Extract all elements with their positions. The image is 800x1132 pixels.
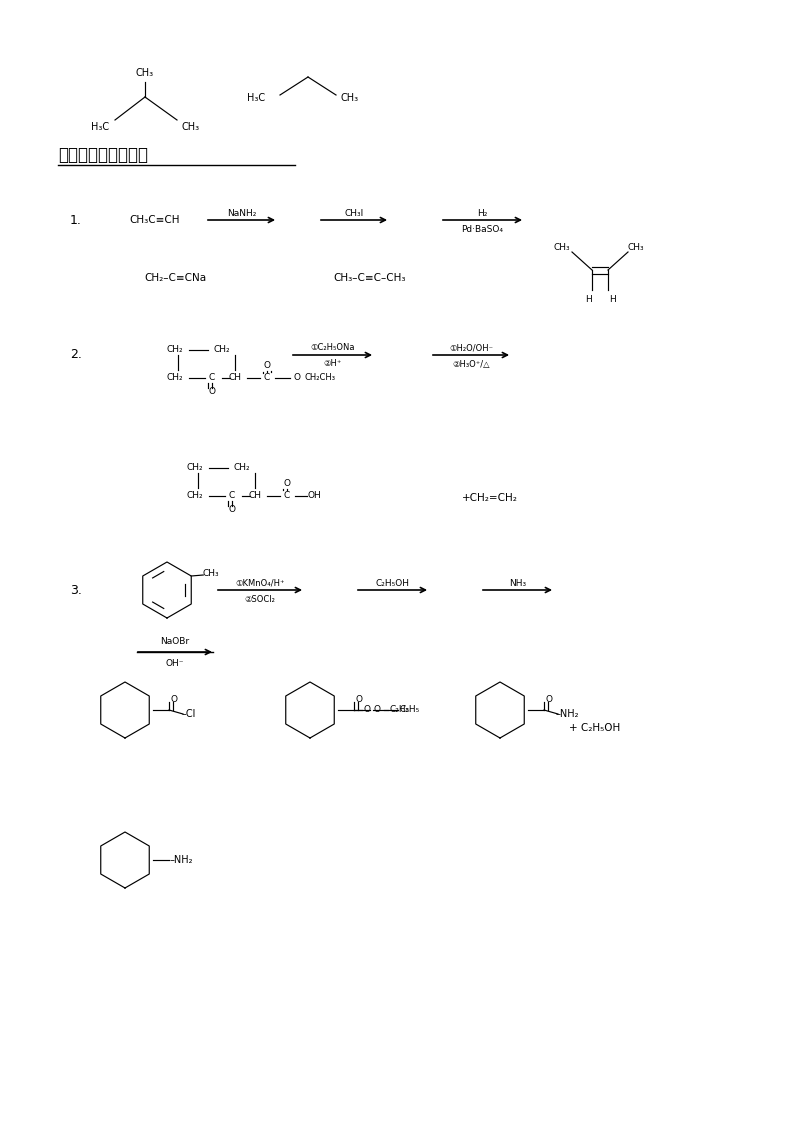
Text: OH⁻: OH⁻ xyxy=(166,659,184,668)
Text: +CH₂=CH₂: +CH₂=CH₂ xyxy=(462,494,518,503)
Text: H₃C: H₃C xyxy=(247,93,265,103)
Text: 1.: 1. xyxy=(70,214,82,226)
Text: CH₃: CH₃ xyxy=(136,68,154,78)
Text: H: H xyxy=(585,295,591,305)
Text: CH₂: CH₂ xyxy=(166,345,183,354)
Text: CH₃: CH₃ xyxy=(554,243,570,252)
Text: NaNH₂: NaNH₂ xyxy=(227,208,256,217)
Text: CH₃: CH₃ xyxy=(203,569,219,578)
Text: O: O xyxy=(283,480,290,489)
Text: CH₂: CH₂ xyxy=(166,374,183,383)
Text: CH₃C≡CH: CH₃C≡CH xyxy=(130,215,180,225)
Text: CH₃–C≡C–CH₃: CH₃–C≡C–CH₃ xyxy=(334,273,406,283)
Text: C: C xyxy=(229,491,235,500)
Text: CH: CH xyxy=(229,374,242,383)
Text: 三、完成下列反应式: 三、完成下列反应式 xyxy=(58,146,148,164)
Text: ①C₂H₅ONa: ①C₂H₅ONa xyxy=(310,343,354,352)
Text: CH₂–C≡CNa: CH₂–C≡CNa xyxy=(144,273,206,283)
Text: H: H xyxy=(609,295,615,305)
Text: C: C xyxy=(209,374,215,383)
Text: O: O xyxy=(374,705,381,714)
Text: CH₂: CH₂ xyxy=(214,345,230,354)
Text: O: O xyxy=(355,695,362,704)
Text: 2.: 2. xyxy=(70,349,82,361)
Text: ②H⁺: ②H⁺ xyxy=(323,360,342,369)
Text: ②H₃O⁺/△: ②H₃O⁺/△ xyxy=(452,360,490,369)
Text: O: O xyxy=(229,506,235,515)
Text: ②SOCl₂: ②SOCl₂ xyxy=(245,594,275,603)
Text: C₂H₅: C₂H₅ xyxy=(400,705,420,714)
Text: OH: OH xyxy=(307,491,321,500)
Text: + C₂H₅OH: + C₂H₅OH xyxy=(570,723,621,734)
Text: O: O xyxy=(294,374,301,383)
Text: CH₃: CH₃ xyxy=(182,122,200,132)
Text: –: – xyxy=(366,705,370,715)
Text: CH₂CH₃: CH₂CH₃ xyxy=(305,374,335,383)
Text: CH: CH xyxy=(249,491,262,500)
Text: –Cl: –Cl xyxy=(182,709,196,719)
Text: CH₂: CH₂ xyxy=(234,463,250,472)
Text: C: C xyxy=(264,374,270,383)
Text: O: O xyxy=(170,695,178,704)
Text: C: C xyxy=(284,491,290,500)
Text: O: O xyxy=(363,705,370,714)
Text: CH₃: CH₃ xyxy=(341,93,359,103)
Text: ①H₂O/OH⁻: ①H₂O/OH⁻ xyxy=(449,343,493,352)
Text: –NH₂: –NH₂ xyxy=(170,855,193,865)
Text: O: O xyxy=(209,387,215,396)
Text: –NH₂: –NH₂ xyxy=(555,709,578,719)
Text: ①KMnO₄/H⁺: ①KMnO₄/H⁺ xyxy=(235,578,285,588)
Text: H₃C: H₃C xyxy=(91,122,109,132)
Text: NH₃: NH₃ xyxy=(509,578,526,588)
Text: CH₂: CH₂ xyxy=(186,463,203,472)
Text: CH₃: CH₃ xyxy=(628,243,644,252)
Text: CH₃I: CH₃I xyxy=(344,208,364,217)
Text: C₂H₅: C₂H₅ xyxy=(390,705,410,714)
Text: CH₂: CH₂ xyxy=(186,491,203,500)
Text: H₂: H₂ xyxy=(478,208,488,217)
Text: O: O xyxy=(263,361,270,370)
Text: O: O xyxy=(546,695,553,704)
Text: C₂H₅OH: C₂H₅OH xyxy=(375,578,410,588)
Text: 3.: 3. xyxy=(70,583,82,597)
Text: Pd·BaSO₄: Pd·BaSO₄ xyxy=(462,224,503,233)
Text: NaOBr: NaOBr xyxy=(161,637,190,646)
